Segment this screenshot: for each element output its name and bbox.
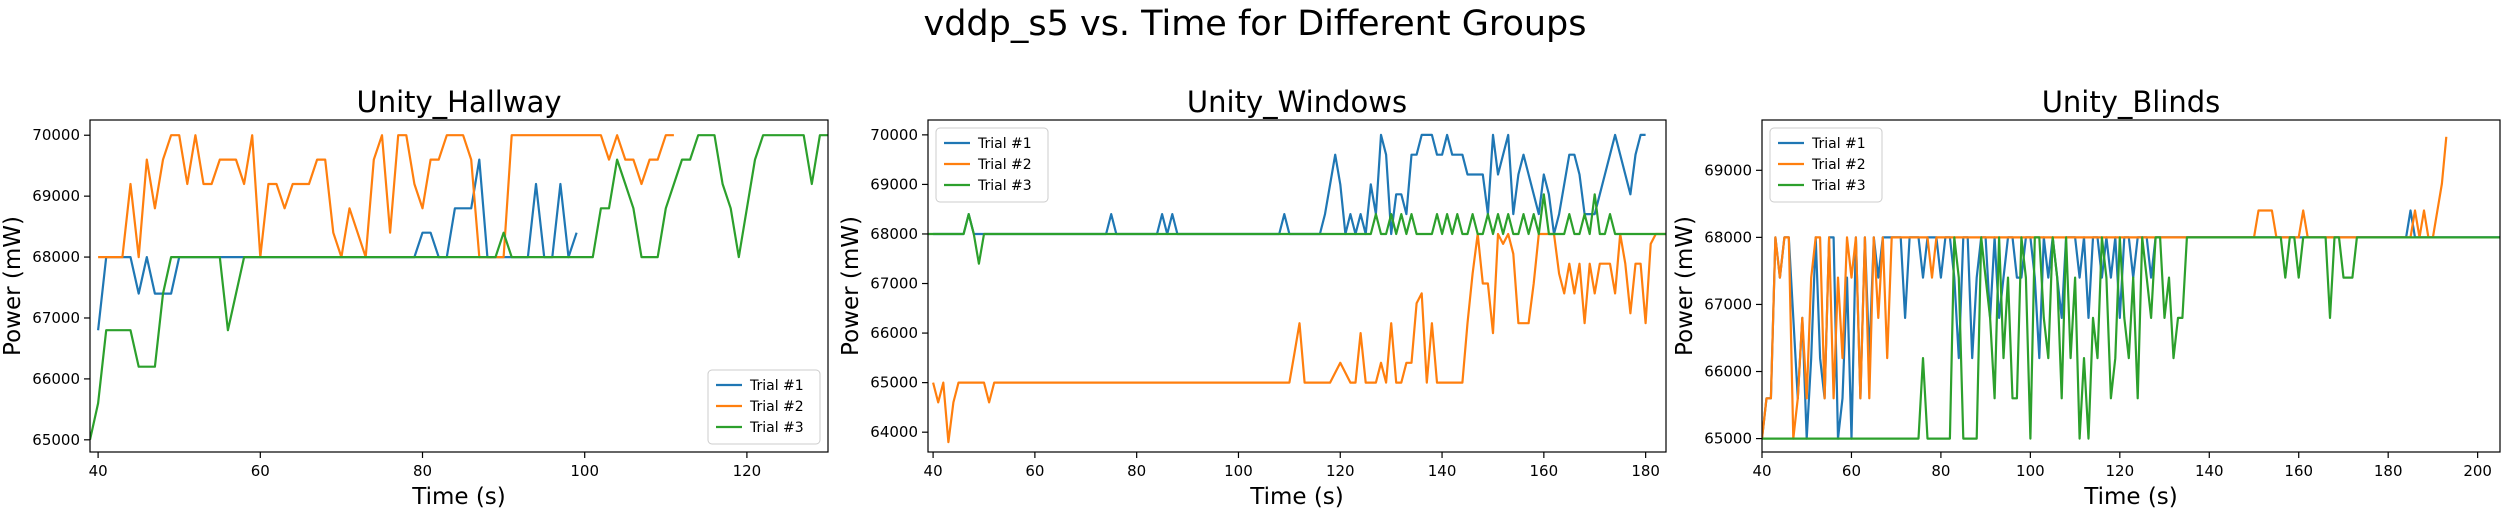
chart-panel-2: 40 60 80 100 120 140 160 180 64000 65000 66000 6700… <box>838 85 1667 510</box>
plot-frame <box>927 119 1667 453</box>
x-tick-label: 140 <box>2195 462 2224 480</box>
y-tick-label: 67000 <box>1704 295 1752 313</box>
legend-label: Trial #2 <box>1811 157 1866 173</box>
y-tick-label: 65000 <box>1704 430 1752 448</box>
figure-suptitle: vddp_s5 vs. Time for Different Groups <box>923 4 1586 44</box>
x-tick-label: 160 <box>2284 462 2313 480</box>
x-tick-label: 100 <box>1224 462 1253 480</box>
legend-label: Trial #1 <box>1811 136 1866 152</box>
x-tick-label: 40 <box>924 462 943 480</box>
chart-panel-1: 40 60 80 100 120 65000 66000 67000 68000 69000 700… <box>0 85 829 510</box>
x-tick-label: 120 <box>2105 462 2134 480</box>
series-line-3 <box>928 193 1666 265</box>
x-tick-label: 40 <box>89 462 108 480</box>
chart-panel-3: 40 60 80 100 120 140 160 180 200 65000 66000 67000 6… <box>1672 85 2501 510</box>
legend: Trial #1 Trial #2 Trial #3 <box>707 369 821 445</box>
legend-label: Trial #2 <box>977 157 1032 173</box>
x-tick-label: 40 <box>1752 462 1771 480</box>
y-tick-label: 68000 <box>1704 228 1752 246</box>
x-axis-label: Time (s) <box>1249 484 1344 510</box>
x-axis-label: Time (s) <box>411 484 506 510</box>
x-tick-label: 60 <box>1842 462 1861 480</box>
x-tick-label: 80 <box>413 462 432 480</box>
y-tick-label: 66000 <box>870 324 918 342</box>
y-axis-label: Power (mW) <box>0 216 26 356</box>
x-tick-label: 160 <box>1530 462 1559 480</box>
legend-label: Trial #2 <box>749 399 804 415</box>
y-axis-label: Power (mW) <box>1672 216 1698 356</box>
x-axis-label: Time (s) <box>2083 484 2178 510</box>
legend-box <box>935 127 1049 203</box>
legend: Trial #1 Trial #2 Trial #3 <box>935 127 1049 203</box>
x-tick-label: 200 <box>2463 462 2492 480</box>
chart-title: Unity_Hallway <box>356 85 561 119</box>
legend-label: Trial #3 <box>1811 178 1866 194</box>
x-tick-label: 60 <box>1025 462 1044 480</box>
legend-label: Trial #1 <box>749 378 804 394</box>
y-tick-label: 69000 <box>870 175 918 193</box>
x-tick-label: 140 <box>1428 462 1457 480</box>
y-tick-label: 65000 <box>870 374 918 392</box>
x-tick-label: 180 <box>1631 462 1660 480</box>
legend-box <box>1769 127 1883 203</box>
x-tick-label: 60 <box>251 462 270 480</box>
y-tick-label: 66000 <box>1704 363 1752 381</box>
x-tick-label: 180 <box>2374 462 2403 480</box>
series-line-2 <box>932 232 1666 444</box>
x-tick-label: 100 <box>2016 462 2045 480</box>
x-tick-label: 80 <box>1127 462 1146 480</box>
y-tick-label: 68000 <box>32 248 80 266</box>
y-tick-label: 65000 <box>32 431 80 449</box>
chart-title: Unity_Windows <box>1187 85 1407 119</box>
y-tick-label: 70000 <box>32 126 80 144</box>
x-tick-label: 120 <box>733 462 762 480</box>
legend-label: Trial #3 <box>749 420 804 436</box>
y-tick-label: 69000 <box>32 187 80 205</box>
x-tick-label: 80 <box>1931 462 1950 480</box>
series-line-3 <box>90 134 828 441</box>
legend: Trial #1 Trial #2 Trial #3 <box>1769 127 1883 203</box>
y-tick-label: 67000 <box>32 309 80 327</box>
series-line-3 <box>1762 236 2500 440</box>
y-tick-label: 68000 <box>870 225 918 243</box>
y-tick-label: 70000 <box>870 126 918 144</box>
y-tick-label: 69000 <box>1704 161 1752 179</box>
plot-frame <box>89 119 829 453</box>
y-axis-label: Power (mW) <box>838 216 864 356</box>
y-tick-label: 64000 <box>870 423 918 441</box>
y-tick-label: 66000 <box>32 370 80 388</box>
legend-box <box>707 369 821 445</box>
legend-label: Trial #1 <box>977 136 1032 152</box>
series-line-1 <box>933 133 1646 236</box>
x-tick-label: 120 <box>1326 462 1355 480</box>
plot-frame <box>1761 119 2501 453</box>
x-tick-label: 100 <box>570 462 599 480</box>
y-tick-label: 67000 <box>870 275 918 293</box>
chart-title: Unity_Blinds <box>2042 85 2221 119</box>
legend-label: Trial #3 <box>977 178 1032 194</box>
series-line-2 <box>98 134 674 259</box>
